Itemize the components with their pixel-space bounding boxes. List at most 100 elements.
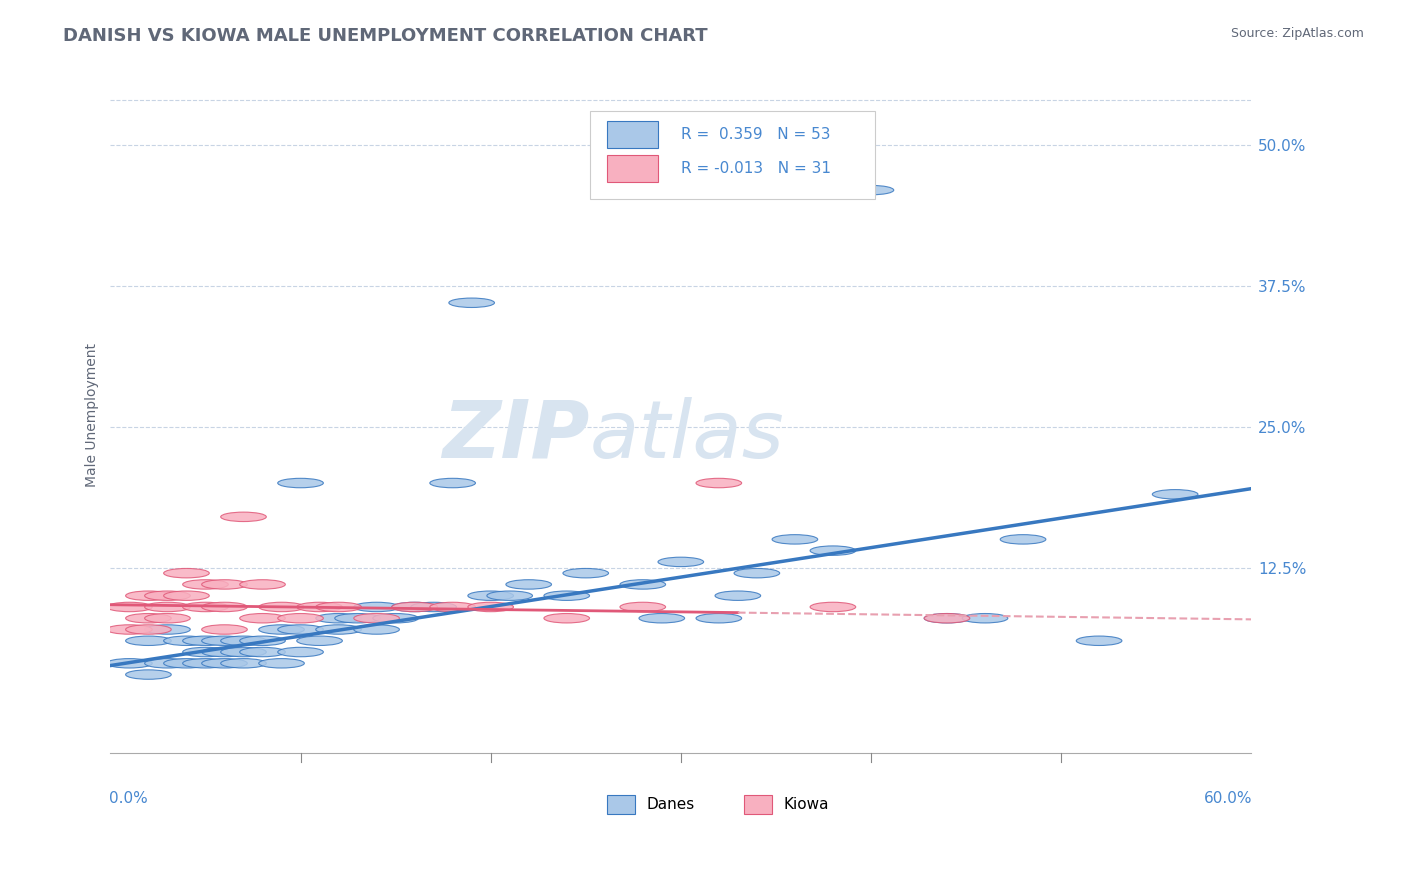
Ellipse shape [449,298,495,308]
Text: ZIP: ZIP [441,397,589,475]
Ellipse shape [316,624,361,634]
Ellipse shape [201,636,247,646]
Ellipse shape [145,602,190,612]
Ellipse shape [430,602,475,612]
Ellipse shape [696,478,741,488]
Ellipse shape [125,614,172,623]
Ellipse shape [221,512,266,522]
Ellipse shape [183,636,228,646]
Ellipse shape [278,614,323,623]
Ellipse shape [468,602,513,612]
Ellipse shape [239,636,285,646]
Ellipse shape [125,624,172,634]
Ellipse shape [107,658,152,668]
Ellipse shape [183,648,228,657]
Text: Source: ZipAtlas.com: Source: ZipAtlas.com [1230,27,1364,40]
Ellipse shape [772,534,818,544]
Ellipse shape [183,602,228,612]
Ellipse shape [201,648,247,657]
Ellipse shape [201,658,247,668]
Ellipse shape [125,636,172,646]
FancyBboxPatch shape [606,795,636,814]
Ellipse shape [810,546,856,556]
Ellipse shape [354,614,399,623]
Ellipse shape [125,670,172,680]
FancyBboxPatch shape [606,121,658,148]
Ellipse shape [373,614,419,623]
Ellipse shape [239,580,285,589]
Ellipse shape [163,636,209,646]
Ellipse shape [145,658,190,668]
Ellipse shape [163,568,209,578]
Ellipse shape [962,614,1008,623]
Text: Kiowa: Kiowa [783,797,830,812]
Ellipse shape [544,591,589,600]
Ellipse shape [620,602,665,612]
Ellipse shape [239,614,285,623]
Ellipse shape [221,658,266,668]
Text: R =  0.359   N = 53: R = 0.359 N = 53 [681,128,831,143]
Ellipse shape [354,624,399,634]
Ellipse shape [278,648,323,657]
Ellipse shape [620,580,665,589]
Ellipse shape [924,614,970,623]
Ellipse shape [506,580,551,589]
Ellipse shape [316,614,361,623]
Ellipse shape [848,186,894,194]
Ellipse shape [810,602,856,612]
Ellipse shape [221,636,266,646]
Ellipse shape [1076,636,1122,646]
Ellipse shape [696,614,741,623]
Ellipse shape [658,558,703,566]
Ellipse shape [278,624,323,634]
Ellipse shape [297,636,343,646]
Ellipse shape [1153,490,1198,499]
Ellipse shape [163,591,209,600]
Ellipse shape [145,614,190,623]
Ellipse shape [239,648,285,657]
Ellipse shape [392,602,437,612]
FancyBboxPatch shape [606,155,658,182]
Ellipse shape [201,580,247,589]
Ellipse shape [716,591,761,600]
Ellipse shape [638,614,685,623]
Text: Danes: Danes [647,797,695,812]
Ellipse shape [335,614,381,623]
Ellipse shape [468,591,513,600]
Ellipse shape [544,614,589,623]
Ellipse shape [183,658,228,668]
Ellipse shape [562,568,609,578]
Ellipse shape [734,568,780,578]
Y-axis label: Male Unemployment: Male Unemployment [86,343,100,487]
Text: atlas: atlas [589,397,785,475]
FancyBboxPatch shape [744,795,772,814]
Text: 0.0%: 0.0% [110,790,148,805]
Ellipse shape [411,602,457,612]
Ellipse shape [145,624,190,634]
Text: R = -0.013   N = 31: R = -0.013 N = 31 [681,161,831,177]
Ellipse shape [486,591,533,600]
Ellipse shape [259,624,304,634]
Ellipse shape [107,602,152,612]
Text: DANISH VS KIOWA MALE UNEMPLOYMENT CORRELATION CHART: DANISH VS KIOWA MALE UNEMPLOYMENT CORREL… [63,27,707,45]
Ellipse shape [924,614,970,623]
Ellipse shape [1000,534,1046,544]
Ellipse shape [354,602,399,612]
Ellipse shape [145,591,190,600]
Text: 60.0%: 60.0% [1204,790,1253,805]
Ellipse shape [392,602,437,612]
Ellipse shape [259,602,304,612]
Ellipse shape [278,478,323,488]
Ellipse shape [163,658,209,668]
Ellipse shape [201,602,247,612]
Ellipse shape [125,591,172,600]
Ellipse shape [107,624,152,634]
Ellipse shape [430,478,475,488]
Ellipse shape [316,602,361,612]
Ellipse shape [221,648,266,657]
Ellipse shape [201,624,247,634]
Ellipse shape [297,602,343,612]
FancyBboxPatch shape [589,112,875,199]
Ellipse shape [259,658,304,668]
Ellipse shape [183,580,228,589]
